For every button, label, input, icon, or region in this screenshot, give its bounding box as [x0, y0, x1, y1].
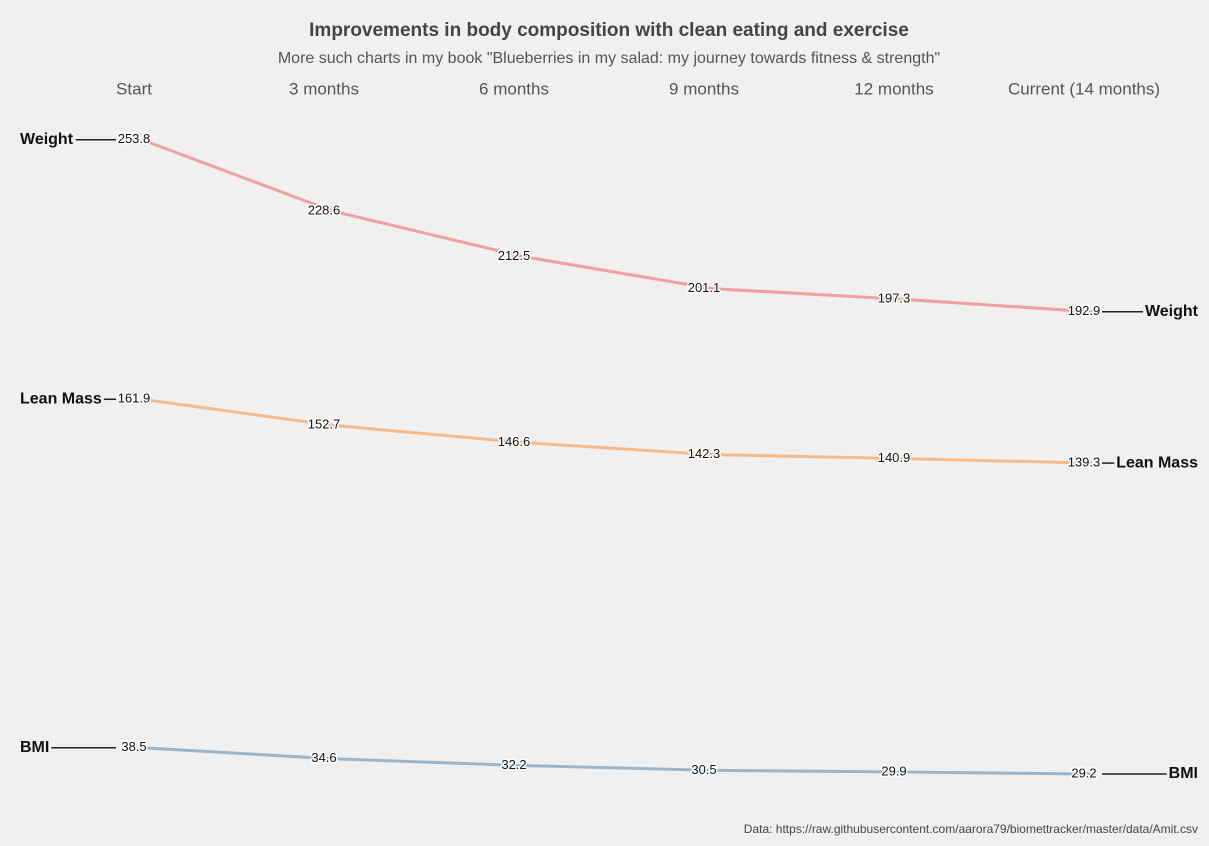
series-line: [141, 138, 1093, 314]
value-label: 34.6: [311, 750, 336, 765]
x-tick-label: 3 months: [289, 79, 359, 98]
x-tick-label: Start: [116, 79, 152, 98]
x-tick-label: Current (14 months): [1008, 79, 1160, 98]
value-label: 29.9: [881, 763, 906, 778]
series-line: [141, 746, 1093, 776]
series-label: Weight: [20, 131, 74, 148]
value-label: 30.5: [691, 762, 716, 777]
series-line: [141, 397, 1093, 465]
value-label: 32.2: [501, 757, 526, 772]
value-label: 29.2: [1071, 765, 1096, 780]
value-label: 139.3: [1068, 455, 1101, 470]
value-label: 152.7: [308, 417, 341, 432]
value-label: 197.3: [878, 291, 911, 306]
source-note: Data: https://raw.githubusercontent.com/…: [744, 822, 1198, 836]
value-label: 253.8: [118, 131, 151, 146]
series-label: BMI: [20, 739, 49, 756]
chart-title: Improvements in body composition with cl…: [309, 20, 909, 41]
chart-subtitle: More such charts in my book "Blueberries…: [278, 50, 940, 67]
value-label: 161.9: [118, 391, 151, 406]
value-label: 192.9: [1068, 303, 1101, 318]
value-label: 228.6: [308, 202, 341, 217]
x-tick-label: 12 months: [854, 79, 933, 98]
x-tick-label: 9 months: [669, 79, 739, 98]
x-tick-label: 6 months: [479, 79, 549, 98]
value-label: 146.6: [498, 434, 531, 449]
series-label: BMI: [1169, 765, 1198, 782]
series-label: Lean Mass: [20, 390, 102, 407]
value-label: 38.5: [121, 739, 146, 754]
value-label: 140.9: [878, 450, 911, 465]
series-label: Weight: [1145, 303, 1199, 320]
value-label: 142.3: [688, 446, 721, 461]
series-label: Lean Mass: [1116, 454, 1198, 471]
value-label: 212.5: [498, 248, 531, 263]
value-label: 201.1: [688, 280, 721, 295]
